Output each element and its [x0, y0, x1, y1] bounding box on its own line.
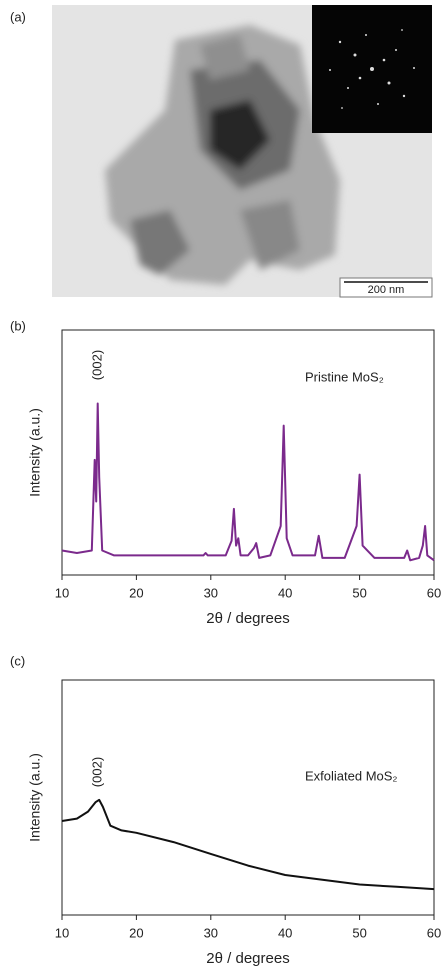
tem-image: 200 nm	[52, 5, 433, 298]
x-tick-label: 10	[55, 925, 69, 940]
legend-label: Exfoliated MoS₂	[305, 768, 397, 783]
data-line	[61, 402, 435, 562]
peak-annotation: (002)	[89, 757, 104, 787]
diffraction-spots	[329, 29, 415, 109]
x-tick-label: 20	[129, 925, 143, 940]
panel-label: (a)	[10, 9, 26, 24]
data-line	[61, 798, 435, 891]
panel-label: (c)	[10, 653, 25, 668]
y-axis-label: Intensity (a.u.)	[27, 408, 43, 497]
x-tick-label: 30	[204, 925, 218, 940]
x-tick-label: 40	[278, 925, 292, 940]
x-tick-label: 50	[352, 585, 366, 600]
x-tick-label: 60	[427, 585, 441, 600]
x-tick-label: 10	[55, 585, 69, 600]
legend-label: Pristine MoS₂	[305, 369, 384, 384]
x-tick-label: 20	[129, 585, 143, 600]
scale-bar-label: 200 nm	[368, 284, 405, 296]
x-axis-label: 2θ / degrees	[206, 610, 289, 627]
peak-annotation: (002)	[89, 350, 104, 380]
plot-frame	[61, 679, 435, 916]
x-tick-label: 40	[278, 585, 292, 600]
x-tick-label: 30	[204, 585, 218, 600]
plot-frame	[61, 329, 435, 576]
x-tick-label: 50	[352, 925, 366, 940]
particles	[105, 25, 340, 285]
y-axis-label: Intensity (a.u.)	[27, 753, 43, 842]
x-axis-label: 2θ / degrees	[206, 950, 289, 966]
x-tick-label: 60	[427, 925, 441, 940]
panel-label: (b)	[10, 318, 26, 333]
